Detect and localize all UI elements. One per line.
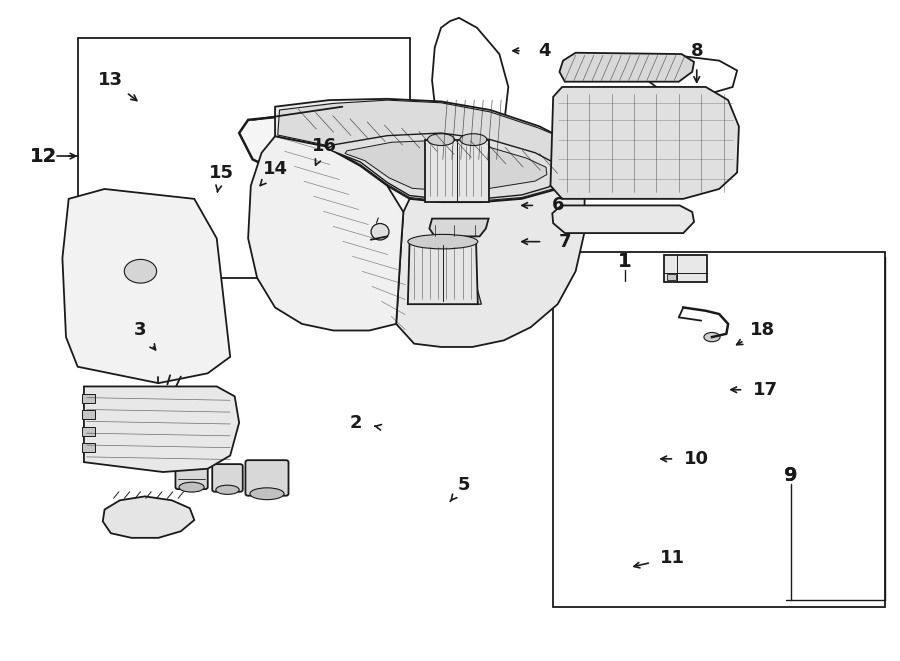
- FancyBboxPatch shape: [82, 426, 94, 436]
- Text: 5: 5: [457, 476, 470, 494]
- Polygon shape: [345, 140, 547, 190]
- Bar: [77, 38, 410, 278]
- Text: 1: 1: [618, 252, 632, 271]
- Text: 1: 1: [618, 252, 632, 271]
- Polygon shape: [275, 98, 585, 202]
- Polygon shape: [396, 163, 585, 347]
- FancyBboxPatch shape: [82, 410, 94, 419]
- Ellipse shape: [408, 235, 478, 249]
- Polygon shape: [278, 100, 582, 201]
- FancyBboxPatch shape: [667, 274, 676, 280]
- Polygon shape: [425, 139, 490, 202]
- Text: 13: 13: [98, 71, 123, 89]
- Ellipse shape: [704, 332, 720, 342]
- Text: 4: 4: [538, 42, 551, 59]
- FancyBboxPatch shape: [82, 443, 94, 452]
- Ellipse shape: [460, 134, 487, 145]
- Polygon shape: [248, 136, 403, 330]
- Text: 12: 12: [30, 147, 58, 165]
- Text: 8: 8: [690, 42, 703, 59]
- Text: 15: 15: [209, 163, 234, 182]
- Polygon shape: [551, 87, 739, 199]
- Text: 11: 11: [660, 549, 685, 566]
- Ellipse shape: [216, 485, 239, 494]
- Text: 17: 17: [753, 381, 778, 399]
- Bar: [554, 252, 886, 607]
- Polygon shape: [560, 53, 694, 82]
- FancyBboxPatch shape: [246, 460, 289, 496]
- Text: 7: 7: [559, 233, 572, 251]
- Text: 12: 12: [30, 147, 58, 165]
- Text: 14: 14: [263, 160, 287, 178]
- Circle shape: [124, 259, 157, 283]
- Polygon shape: [421, 288, 482, 304]
- FancyBboxPatch shape: [82, 394, 94, 403]
- Text: 9: 9: [784, 466, 797, 485]
- Polygon shape: [84, 387, 239, 472]
- Polygon shape: [239, 106, 585, 330]
- Text: 10: 10: [684, 450, 709, 468]
- Polygon shape: [429, 219, 489, 237]
- FancyBboxPatch shape: [176, 460, 208, 489]
- FancyBboxPatch shape: [212, 464, 243, 492]
- Ellipse shape: [179, 483, 204, 492]
- Text: 6: 6: [552, 196, 564, 214]
- Text: 16: 16: [312, 137, 337, 155]
- Polygon shape: [103, 496, 194, 538]
- Text: 2: 2: [349, 414, 362, 432]
- Text: 9: 9: [784, 466, 797, 485]
- Text: 3: 3: [134, 321, 147, 340]
- Ellipse shape: [250, 488, 284, 500]
- Polygon shape: [553, 206, 694, 233]
- Polygon shape: [408, 242, 478, 304]
- Ellipse shape: [428, 134, 454, 145]
- Polygon shape: [62, 189, 230, 383]
- Text: 18: 18: [750, 321, 775, 340]
- FancyBboxPatch shape: [663, 254, 706, 282]
- Ellipse shape: [371, 223, 389, 240]
- Polygon shape: [327, 133, 562, 199]
